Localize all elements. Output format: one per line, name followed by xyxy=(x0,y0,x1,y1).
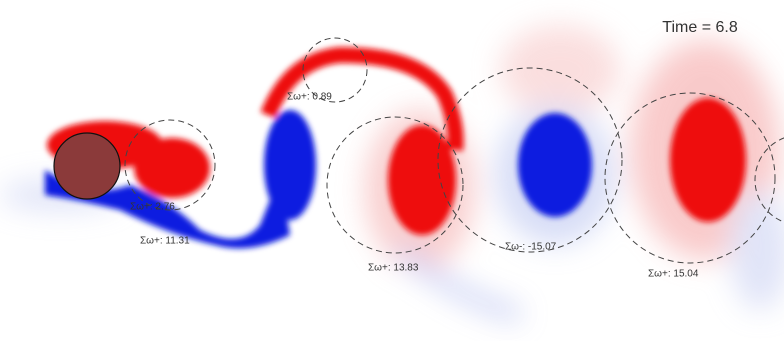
cylinder xyxy=(54,133,120,199)
page: Time = 6.8 Σω+: 0.89 Σω+: 2.76 Σω+: 11.3… xyxy=(0,0,784,341)
circulation-label: Σω+: 15.04 xyxy=(648,269,699,280)
circulation-label: Σω+: 2.76 xyxy=(130,202,175,213)
circulation-label: Σω+: 13.83 xyxy=(368,263,419,274)
halo-red xyxy=(500,25,620,115)
vortex-red xyxy=(388,125,456,235)
time-label: Time = 6.8 xyxy=(662,19,738,36)
vortex-blue xyxy=(264,110,316,220)
vortex-red xyxy=(134,138,210,198)
vortex-red xyxy=(670,98,746,222)
vorticity-field: Time = 6.8 Σω+: 0.89 Σω+: 2.76 Σω+: 11.3… xyxy=(0,0,784,341)
circulation-label: Σω+: 11.31 xyxy=(140,236,190,247)
circulation-label: Σω-: -15.07 xyxy=(505,242,557,253)
circulation-label: Σω+: 0.89 xyxy=(287,92,332,103)
vortex-blue xyxy=(518,113,592,217)
